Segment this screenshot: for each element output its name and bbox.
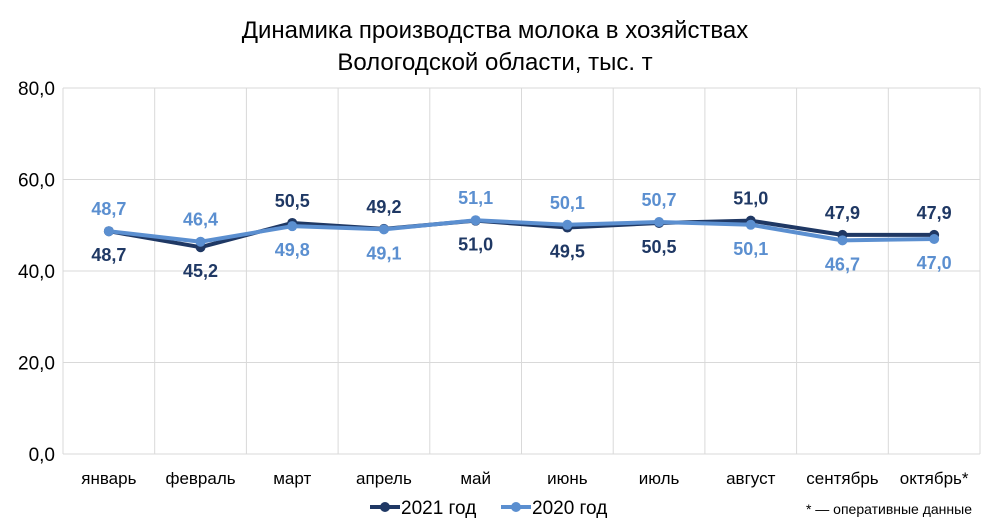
- data-label: 45,2: [183, 261, 218, 281]
- legend-marker: [380, 502, 390, 512]
- data-point: [378, 224, 389, 235]
- y-tick-label: 20,0: [18, 354, 55, 375]
- data-point: [745, 219, 756, 230]
- data-label: 49,5: [550, 242, 585, 262]
- x-axis-ticks: январь февраль март апрель май июнь июль август…: [81, 469, 969, 488]
- data-label: 51,0: [458, 235, 493, 255]
- data-label: 46,4: [183, 210, 218, 230]
- y-tick-label: 40,0: [18, 262, 55, 283]
- data-label: 46,7: [825, 254, 860, 274]
- x-tick-label: сентябрь: [806, 469, 879, 488]
- data-label: 47,9: [917, 203, 952, 223]
- x-tick-label: май: [460, 469, 491, 488]
- y-tick-label: 0,0: [29, 445, 55, 466]
- legend-marker: [511, 502, 521, 512]
- x-tick-label: март: [273, 469, 311, 488]
- series-line: [108, 218, 935, 244]
- footnote: * — оперативные данные: [806, 501, 972, 517]
- data-label: 51,0: [733, 189, 768, 209]
- data-label: 49,8: [275, 240, 310, 260]
- data-label: 50,5: [642, 237, 677, 257]
- y-tick-label: 60,0: [18, 171, 55, 192]
- data-label: 48,7: [91, 199, 126, 219]
- x-tick-label: январь: [81, 469, 136, 488]
- data-label: 49,2: [366, 197, 401, 217]
- series-lines: [103, 215, 940, 253]
- grid-lines: [62, 87, 981, 455]
- data-labels: 48,7 48,7 45,2 46,4 50,5 49,8 49,2 49,1 51,0 51,1…: [91, 188, 951, 281]
- y-axis-ticks: 0,0 20,0 40,0 60,0 80,0: [18, 79, 55, 466]
- x-tick-label: февраль: [165, 469, 235, 488]
- legend: 2021 год 2020 год: [370, 498, 607, 519]
- data-point: [470, 215, 481, 226]
- data-label: 50,7: [642, 190, 677, 210]
- chart-title-line-2: Вологодской области, тыс. т: [337, 49, 652, 76]
- data-label: 50,5: [275, 191, 310, 211]
- data-label: 49,1: [366, 243, 401, 263]
- y-tick-label: 80,0: [18, 79, 55, 100]
- data-label: 51,1: [458, 188, 493, 208]
- chart-title-line-1: Динамика производства молока в хозяйства…: [242, 17, 749, 44]
- data-label: 47,0: [917, 253, 952, 273]
- data-point: [287, 221, 298, 232]
- data-label: 48,7: [91, 245, 126, 265]
- legend-label: 2021 год: [401, 498, 476, 519]
- x-tick-label: август: [726, 469, 775, 488]
- x-tick-label: апрель: [356, 469, 412, 488]
- data-point: [654, 217, 665, 228]
- data-point: [562, 219, 573, 230]
- legend-label: 2020 год: [532, 498, 607, 519]
- data-point: [929, 233, 940, 244]
- x-tick-label: июль: [639, 469, 680, 488]
- x-tick-label: октябрь*: [900, 469, 969, 488]
- x-tick-label: июнь: [547, 469, 588, 488]
- data-label: 47,9: [825, 203, 860, 223]
- data-point: [195, 236, 206, 247]
- data-label: 50,1: [733, 239, 768, 259]
- data-point: [837, 235, 848, 246]
- data-label: 50,1: [550, 193, 585, 213]
- data-point: [103, 226, 114, 237]
